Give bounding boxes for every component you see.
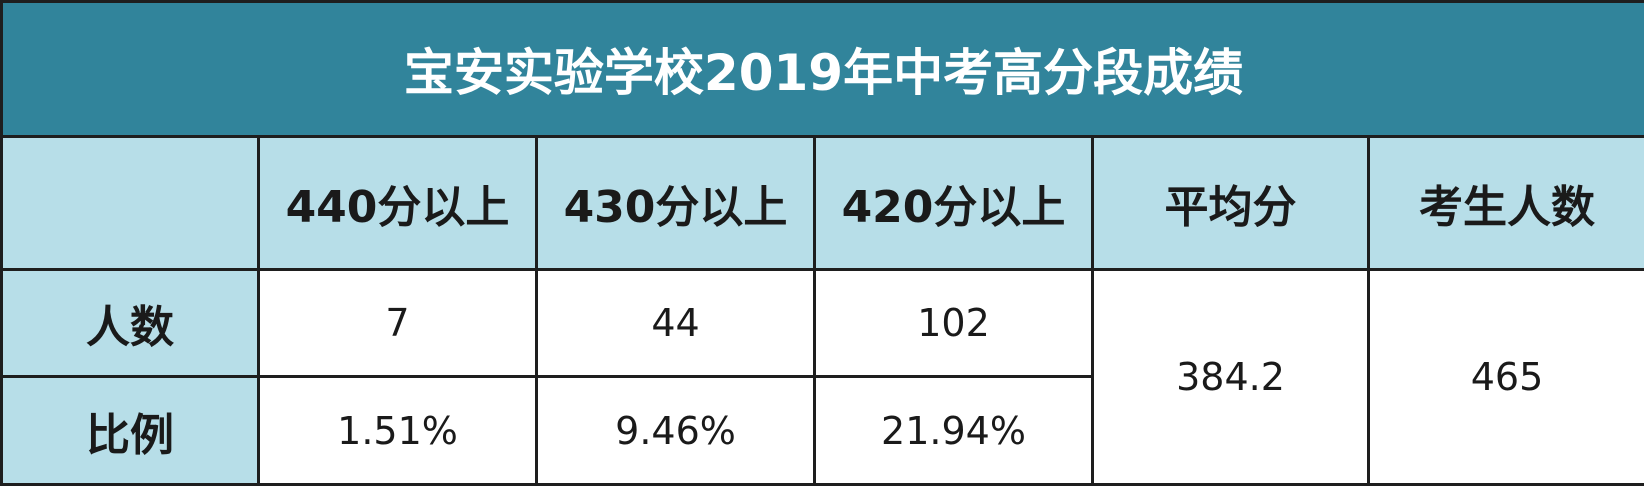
data-cell: 21.94% [813,375,1094,486]
data-cell: 102 [813,267,1094,379]
total-cell: 465 [1366,267,1644,486]
header-cell: 420分以上 [813,134,1094,271]
header-cell: 440分以上 [257,134,538,271]
corner-cell [0,134,260,271]
data-cell: 9.46% [535,375,816,486]
data-cell: 7 [257,267,538,379]
row-label: 比例 [0,375,260,486]
header-cell: 考生人数 [1366,134,1644,271]
header-cell: 430分以上 [535,134,816,271]
average-cell: 384.2 [1091,267,1370,486]
table-title: 宝安实验学校2019年中考高分段成绩 [0,0,1644,138]
header-cell: 平均分 [1091,134,1370,271]
data-cell: 44 [535,267,816,379]
data-cell: 1.51% [257,375,538,486]
row-label: 人数 [0,267,260,379]
